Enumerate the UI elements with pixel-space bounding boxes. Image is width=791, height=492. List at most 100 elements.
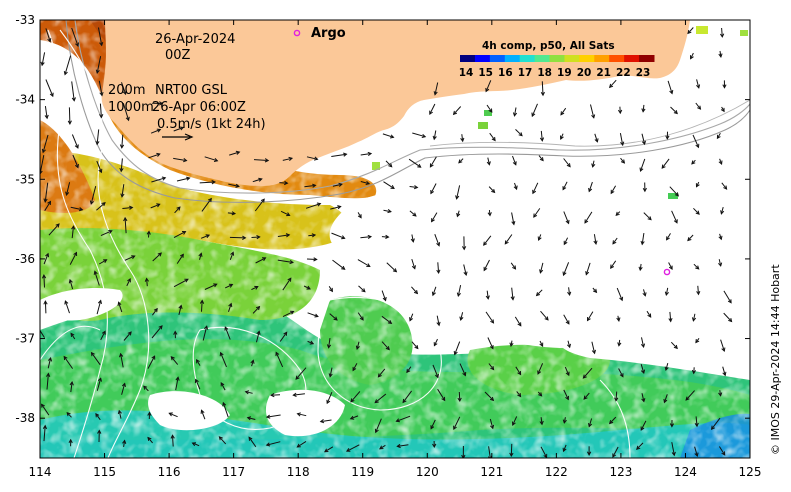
current-vector-head	[647, 216, 652, 221]
current-vector-head	[429, 110, 433, 116]
current-vector	[540, 446, 548, 458]
current-vector-head	[254, 285, 259, 290]
current-vector	[720, 206, 724, 214]
current-vector-head	[620, 159, 626, 164]
current-vector-head	[313, 257, 318, 262]
current-vector	[320, 419, 332, 423]
current-vector	[248, 437, 257, 448]
current-vector	[685, 390, 695, 401]
current-vector-head	[41, 403, 45, 408]
current-vector-head	[433, 91, 438, 96]
current-vector	[721, 182, 727, 190]
current-vector-head	[392, 268, 398, 273]
current-vector	[489, 418, 494, 429]
current-vector-head	[211, 180, 216, 185]
current-vector-head	[586, 316, 591, 322]
current-vector-head	[490, 319, 495, 324]
current-vector	[228, 183, 240, 187]
current-vector-head	[374, 399, 379, 404]
current-vector	[332, 259, 346, 270]
current-vector	[43, 253, 49, 265]
current-vector	[148, 153, 160, 159]
current-vector-head	[485, 295, 490, 300]
current-vector-head	[97, 377, 102, 382]
current-vector-head	[218, 436, 223, 441]
current-vector-head	[638, 266, 643, 272]
ssh-contour	[317, 296, 442, 411]
current-vector	[642, 104, 645, 112]
current-vector-head	[200, 409, 205, 414]
current-vector	[147, 437, 153, 444]
current-vector-head	[663, 398, 668, 404]
current-vector	[609, 416, 617, 424]
current-vector	[40, 155, 45, 174]
current-vector	[409, 210, 417, 217]
current-vector	[64, 300, 70, 314]
current-vector-head	[119, 144, 125, 149]
current-vector	[303, 285, 311, 290]
current-vector	[120, 353, 124, 368]
current-vector	[563, 262, 570, 276]
current-vector	[329, 313, 338, 321]
current-vector	[456, 185, 461, 199]
current-vector	[70, 381, 73, 393]
current-vector	[118, 302, 123, 313]
current-vector	[563, 314, 570, 325]
current-vector-head	[71, 225, 76, 230]
current-vector	[306, 156, 318, 160]
current-vector-head	[647, 313, 652, 318]
current-vector-head	[436, 242, 441, 247]
current-vector	[512, 416, 518, 426]
current-vector-head	[636, 445, 641, 450]
current-vector	[331, 232, 345, 239]
current-vector-head	[270, 392, 275, 398]
current-vector	[220, 382, 226, 391]
current-vector-head	[696, 84, 701, 89]
x-tick-label: 123	[609, 465, 632, 479]
current-vector-head	[219, 351, 224, 357]
current-vector	[43, 275, 45, 288]
current-vector	[663, 394, 668, 403]
current-vector-head	[456, 212, 461, 218]
current-vector-head	[97, 299, 102, 305]
current-vector-head	[41, 274, 47, 279]
current-vector-head	[151, 355, 156, 360]
current-vector-head	[45, 252, 50, 258]
current-vector-head	[411, 265, 416, 270]
current-vector-head	[47, 200, 52, 206]
current-vector	[204, 156, 218, 162]
current-vector	[641, 133, 646, 145]
current-vector-head	[462, 371, 467, 377]
current-vector-head	[127, 277, 131, 283]
current-vector	[588, 181, 593, 192]
sst-pixel-cluster	[740, 30, 748, 36]
current-vector-head	[207, 197, 212, 203]
current-vector-head	[283, 331, 288, 336]
current-vector	[695, 102, 701, 110]
current-vector	[541, 81, 544, 96]
current-vector-head	[694, 422, 699, 428]
current-vector-head	[181, 231, 187, 235]
current-vector-head	[614, 397, 619, 402]
x-tick-label: 114	[29, 465, 52, 479]
current-vector	[671, 442, 675, 456]
colorbar-tick-label: 15	[478, 67, 493, 79]
current-vector-head	[674, 192, 680, 197]
current-vector-head	[666, 236, 670, 241]
current-vector-head	[255, 305, 261, 311]
current-vector-head	[45, 372, 51, 378]
current-vector-head	[461, 454, 466, 458]
current-vector-head	[414, 344, 419, 350]
current-vector-head	[673, 344, 678, 350]
current-vector	[66, 412, 72, 418]
bathymetry-200m-contour	[74, 20, 750, 194]
current-vector	[671, 210, 678, 224]
current-vector	[143, 385, 149, 392]
current-vector-head	[147, 411, 152, 416]
current-vector	[587, 311, 594, 321]
current-vector-head	[244, 390, 250, 395]
current-vector	[279, 332, 288, 342]
current-vector	[510, 443, 513, 457]
map-plot-area	[40, 20, 750, 458]
current-vector	[328, 338, 331, 348]
